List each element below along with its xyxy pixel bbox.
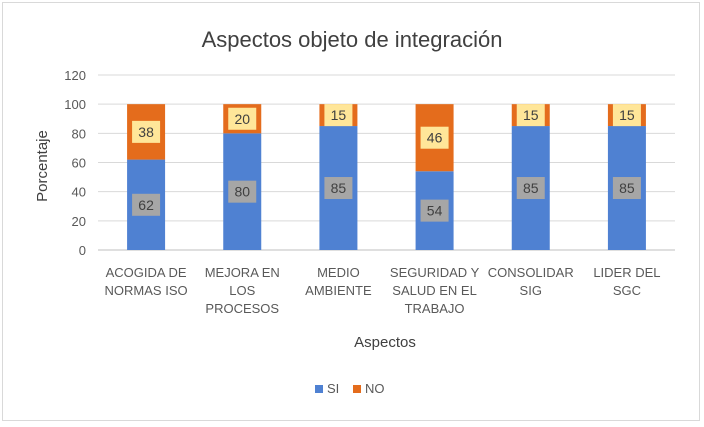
legend-swatch-si	[315, 385, 323, 393]
y-tick-label: 60	[72, 156, 86, 171]
data-label-box	[132, 193, 161, 216]
legend: SI NO	[315, 381, 385, 396]
data-label: 54	[427, 203, 443, 219]
data-label: 62	[138, 197, 154, 213]
data-label: 80	[234, 184, 250, 200]
x-tick-label: SEGURIDAD Y SALUD EN EL TRABAJO	[390, 265, 480, 316]
y-tick-label: 40	[72, 185, 86, 200]
bars: 62 38 80 20 85 15 54 46 85 15 85 15	[127, 104, 646, 250]
legend-label-no: NO	[365, 381, 385, 396]
legend-label-si: SI	[327, 381, 339, 396]
y-tick-label: 80	[72, 126, 86, 141]
y-tick-label: 20	[72, 214, 86, 229]
data-label: 85	[331, 180, 347, 196]
data-label-box	[420, 126, 449, 149]
data-label-box	[324, 104, 353, 127]
x-tick-label: MEJORA EN LOS PROCESOS	[205, 265, 280, 316]
data-label: 38	[138, 124, 154, 140]
y-tick-label: 120	[64, 68, 86, 83]
y-tick-label: 0	[79, 243, 86, 258]
data-label-box	[324, 177, 353, 200]
data-label-box	[516, 177, 545, 200]
x-tick-label: ACOGIDA DE NORMAS ISO	[105, 265, 188, 298]
data-label-box	[228, 107, 257, 130]
data-label-box	[132, 120, 161, 143]
chart-title: Aspectos objeto de integración	[202, 27, 503, 52]
data-label: 20	[234, 111, 250, 127]
data-label: 85	[523, 180, 539, 196]
data-label: 85	[619, 180, 635, 196]
data-label-box	[228, 180, 257, 203]
data-label-box	[612, 177, 641, 200]
x-tick-label: LIDER DEL SGC	[593, 265, 660, 298]
chart-frame: Aspectos objeto de integración Porcentaj…	[2, 2, 700, 421]
gridlines	[98, 74, 675, 251]
data-label: 15	[619, 107, 635, 123]
data-label: 15	[523, 107, 539, 123]
data-label: 15	[331, 107, 347, 123]
x-axis-title: Aspectos	[354, 334, 416, 351]
x-tick-label: CONSOLIDAR SIG	[488, 265, 574, 298]
y-tick-labels: 0 20 40 60 80 100 120	[64, 68, 86, 258]
x-tick-labels: ACOGIDA DE NORMAS ISO MEJORA EN LOS PROCESOS…	[105, 265, 661, 316]
stacked-bar-chart: Aspectos objeto de integración Porcentaj…	[34, 27, 675, 396]
data-label-box	[420, 199, 449, 222]
data-label-box	[612, 104, 641, 127]
y-tick-label: 100	[64, 97, 86, 112]
x-tick-label: MEDIO AMBIENTE	[305, 265, 372, 298]
legend-swatch-no	[353, 385, 361, 393]
data-label: 46	[427, 130, 443, 146]
data-label-box	[516, 104, 545, 127]
y-axis-title: Porcentaje	[34, 130, 51, 202]
